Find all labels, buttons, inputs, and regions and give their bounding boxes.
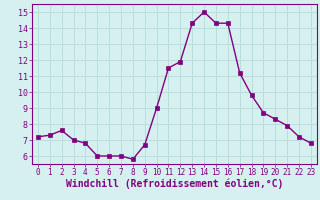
X-axis label: Windchill (Refroidissement éolien,°C): Windchill (Refroidissement éolien,°C) [66,179,283,189]
